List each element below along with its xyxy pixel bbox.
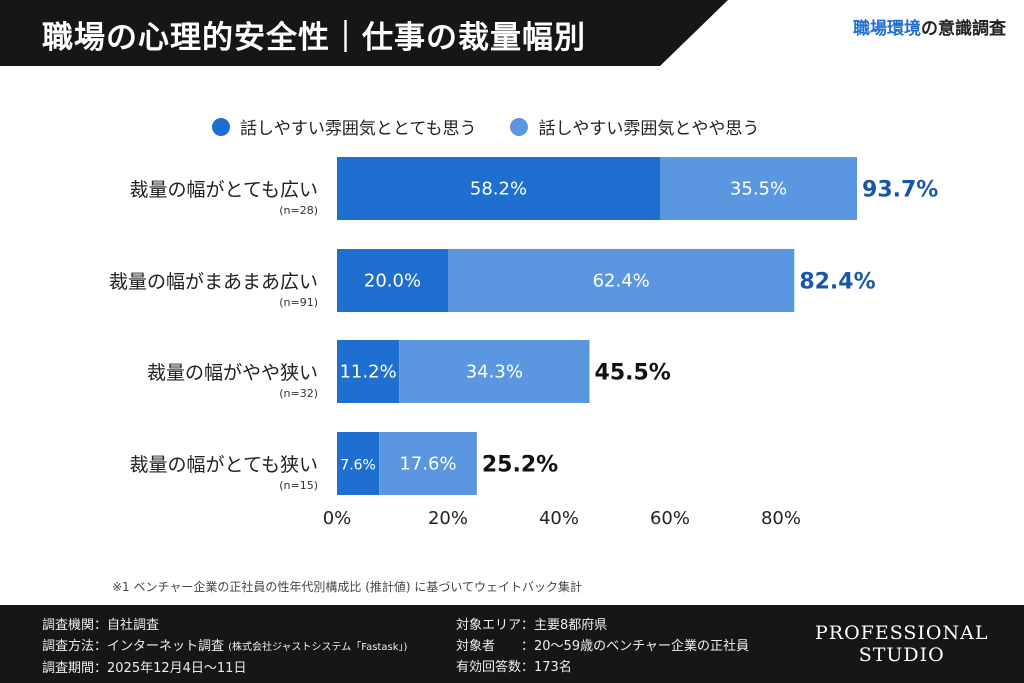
category-label: 裁量の幅がとても狭い [130, 454, 318, 476]
logo: PROFESSIONAL STUDIO [815, 622, 988, 666]
total-value-label: 82.4% [799, 270, 875, 295]
sample-size-label: (n=15) [279, 479, 318, 492]
legend-item: 話しやすい雰囲気ととても思う [212, 114, 476, 139]
survey-method: 調査方法：インターネット調査 [42, 639, 225, 654]
bar-segment [399, 340, 590, 403]
footnote: ※1 ベンチャー企業の正社員の性年代別構成比 (推計値) に基づいてウェイトバッ… [112, 580, 583, 594]
category-label: 裁量の幅がまあまあ広い [109, 271, 318, 293]
legend-label: 話しやすい雰囲気ととても思う [240, 119, 477, 139]
sample-size-label: (n=91) [279, 296, 318, 309]
bar-segment [660, 157, 858, 220]
legend-item: 話しやすい雰囲気とやや思う [510, 114, 759, 139]
segment-value-label: 58.2% [470, 179, 527, 200]
x-tick-label: 60% [650, 508, 690, 529]
category-label: 裁量の幅がやや狭い [147, 362, 318, 384]
header-band [0, 0, 728, 66]
sample-size-label: (n=28) [279, 204, 318, 217]
bar-segment [448, 249, 795, 312]
footer: 調査機関：自社調査 調査方法：インターネット調査 (株式会社ジャストシステム「F… [0, 605, 1024, 683]
bar-segment [337, 432, 380, 495]
bar-segment [379, 432, 477, 495]
brand-rest: の意識調査 [921, 19, 1006, 39]
survey-method-row: 調査方法：インターネット調査 (株式会社ジャストシステム「Fastask」) [42, 636, 407, 658]
segment-value-label: 11.2% [339, 362, 396, 383]
segment-value-label: 62.4% [593, 271, 650, 292]
bar-segment [337, 340, 400, 403]
footer-col-2: 対象エリア：主要8都府県 対象者 ：20〜59歳のベンチャー企業の正社員 有効回… [456, 615, 749, 678]
bar-segment [337, 249, 448, 312]
bar-chart: 裁量の幅がとても広い (n=28) 58.2% 35.5% 93.7% 裁量の幅がまあまあ… [109, 157, 938, 529]
total-value-label: 25.2% [482, 453, 558, 478]
target-people: 対象者 ：20〜59歳のベンチャー企業の正社員 [456, 639, 749, 654]
logo-line: PROFESSIONAL [815, 622, 989, 644]
x-tick-label: 20% [428, 508, 468, 529]
legend-label: 話しやすい雰囲気とやや思う [538, 119, 760, 139]
logo-line: STUDIO [858, 644, 945, 666]
total-value-label: 45.5% [595, 361, 671, 386]
total-value-label: 93.7% [862, 178, 938, 203]
segment-value-label: 35.5% [730, 179, 787, 200]
survey-org: 調査機関：自社調査 [42, 618, 160, 633]
segment-value-label: 17.6% [399, 454, 456, 475]
segment-value-label: 34.3% [466, 362, 523, 383]
valid-responses: 有効回答数：173名 [456, 660, 572, 675]
footer-col-1: 調査機関：自社調査 調査方法：インターネット調査 (株式会社ジャストシステム「F… [42, 615, 407, 679]
segment-value-label: 7.6% [340, 458, 376, 474]
legend-swatch [212, 117, 230, 136]
brand-highlight: 職場環境 [853, 19, 921, 39]
page-title: 職場の心理的安全性｜仕事の裁量幅別 [42, 20, 586, 56]
sample-size-label: (n=32) [279, 387, 318, 400]
legend: 話しやすい雰囲気ととても思う 話しやすい雰囲気とやや思う [212, 114, 759, 139]
x-tick-label: 40% [539, 508, 579, 529]
survey-period: 調査期間：2025年12月4日〜11日 [42, 661, 247, 676]
brand-label: 職場環境の意識調査 [853, 14, 1006, 39]
category-label: 裁量の幅がとても広い [130, 179, 318, 201]
x-tick-label: 80% [761, 508, 801, 529]
segment-value-label: 20.0% [364, 271, 421, 292]
bar-segment [337, 157, 661, 220]
x-tick-label: 0% [323, 508, 352, 529]
legend-swatch [510, 117, 529, 136]
target-area: 対象エリア：主要8都府県 [456, 618, 608, 633]
survey-method-detail: (株式会社ジャストシステム「Fastask」) [228, 642, 408, 653]
